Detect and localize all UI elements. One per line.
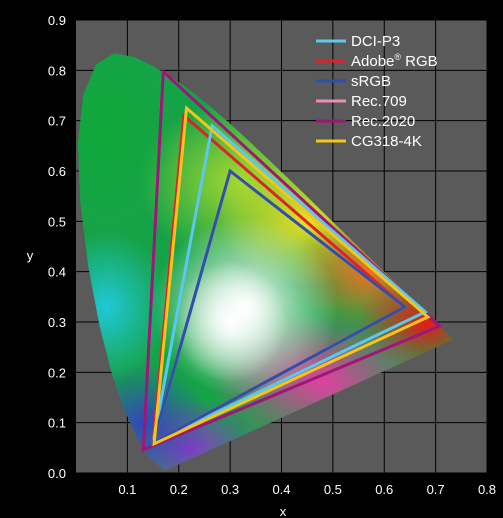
- x-tick-label: 0.2: [170, 482, 188, 497]
- gamut-triangle-dci-p3: [151, 122, 428, 446]
- x-tick-label: 0.5: [324, 482, 342, 497]
- y-tick-label: 0.4: [48, 265, 66, 280]
- y-tick-label: 0.9: [48, 13, 66, 28]
- y-tick-label: 0.8: [48, 63, 66, 78]
- spectral-locus-gamut: [78, 53, 454, 471]
- legend: DCI-P3 Adobe® RGB sRGB Rec.709 Rec.2020 CG318…: [316, 33, 438, 150]
- x-tick-label: 0.8: [478, 482, 496, 497]
- legend-label: sRGB: [351, 73, 391, 90]
- y-tick-label: 0.3: [48, 315, 66, 330]
- y-tick-label: 0.5: [48, 214, 66, 229]
- tick-labels: 0.0 0.1 0.2 0.3 0.4 0.5 0.6 0.7 0.8 0.9 0.1 0.2 0.3 0…: [48, 13, 496, 497]
- legend-label: Rec.2020: [351, 113, 415, 130]
- x-tick-label: 0.3: [221, 482, 239, 497]
- legend-label: CG318-4K: [351, 133, 422, 150]
- x-tick-label: 0.7: [427, 482, 445, 497]
- y-axis-title: y: [27, 248, 34, 263]
- x-axis-title: x: [280, 504, 287, 518]
- legend-label: Adobe® RGB: [351, 52, 438, 70]
- y-tick-label: 0.6: [48, 164, 66, 179]
- legend-label: DCI-P3: [351, 33, 400, 50]
- y-tick-label: 0.1: [48, 416, 66, 431]
- gamut-triangle-cg318-4k: [152, 105, 431, 447]
- gamut-triangle-rec-2020: [141, 68, 443, 453]
- y-tick-label: 0.0: [48, 466, 66, 481]
- x-tick-label: 0.4: [272, 482, 290, 497]
- legend-label: Rec.709: [351, 93, 407, 110]
- y-tick-label: 0.7: [48, 114, 66, 129]
- y-tick-label: 0.2: [48, 365, 66, 380]
- x-tick-label: 0.1: [118, 482, 136, 497]
- gamut-triangle-srgb: [150, 168, 408, 446]
- x-tick-label: 0.6: [375, 482, 393, 497]
- gamut-triangles: [141, 68, 443, 453]
